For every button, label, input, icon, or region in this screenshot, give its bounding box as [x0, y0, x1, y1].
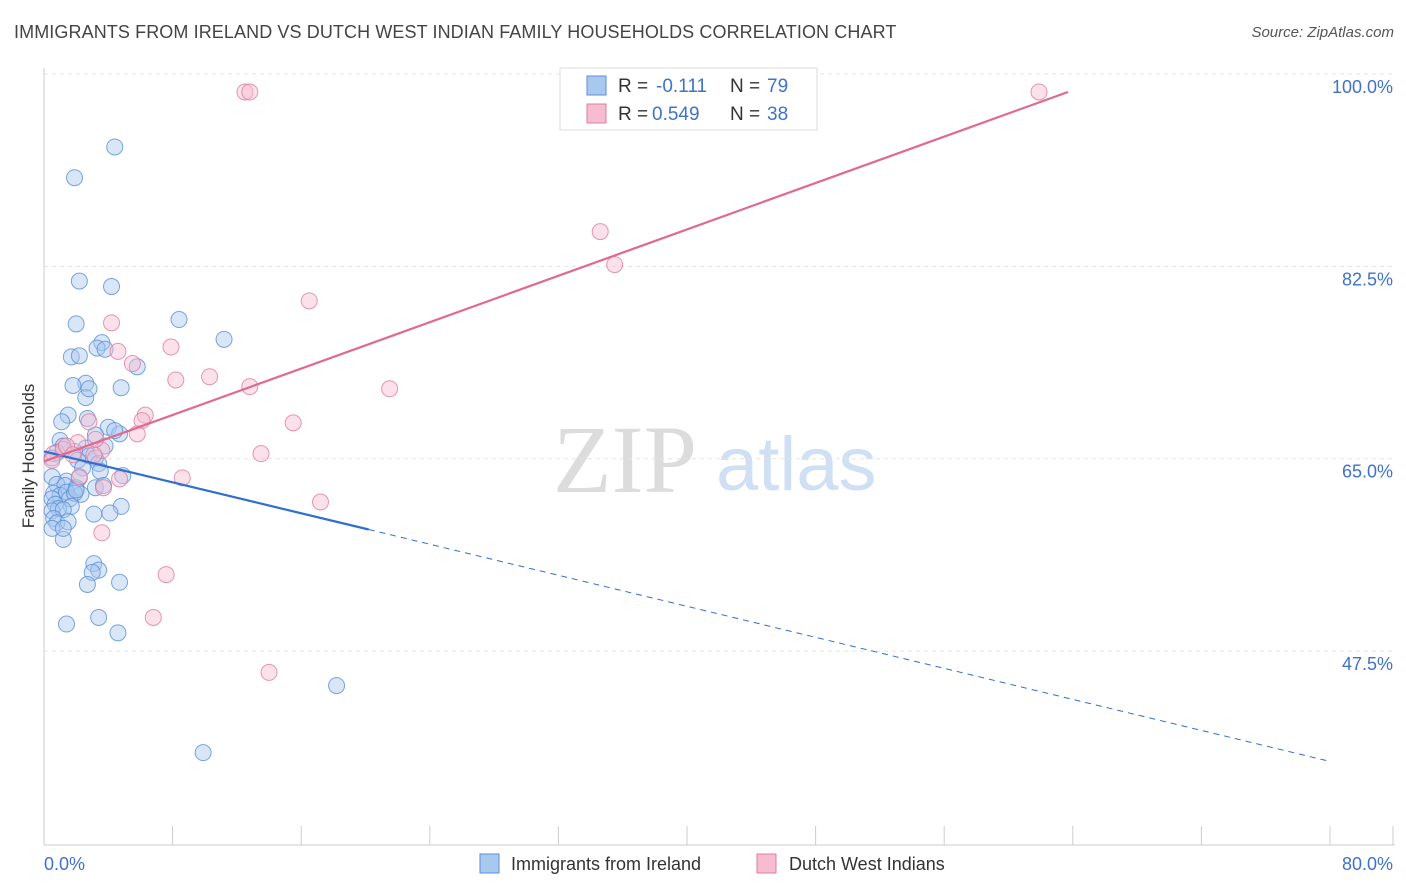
top-legend: R = -0.111 N = 79 R = 0.549 N = 38	[559, 67, 818, 131]
legend-swatch-dutch	[586, 103, 607, 124]
point-dutch	[284, 414, 302, 432]
x-tick-label: 80.0%	[1342, 854, 1393, 874]
legend-r-label: R =	[618, 76, 648, 97]
point-ireland	[96, 340, 114, 358]
x-tick-label: 0.0%	[44, 854, 85, 874]
trend-line-ireland-extension	[368, 529, 1331, 762]
point-ireland	[112, 379, 130, 397]
point-dutch	[241, 83, 259, 101]
point-dutch	[173, 469, 191, 487]
point-dutch	[93, 524, 111, 542]
point-ireland	[111, 573, 129, 591]
point-ireland	[64, 376, 82, 394]
legend-n-label: N =	[730, 104, 760, 125]
point-dutch	[109, 342, 127, 360]
point-dutch	[300, 292, 318, 310]
point-ireland	[70, 272, 88, 290]
point-dutch	[606, 256, 624, 274]
point-dutch	[311, 493, 329, 511]
point-ireland	[103, 278, 121, 296]
y-tick-label: 47.5%	[1342, 654, 1393, 674]
point-dutch	[162, 338, 180, 356]
source-label: Source: ZipAtlas.com	[1251, 24, 1394, 41]
y-axis-label: Family Households	[19, 384, 38, 529]
watermark-zip: ZIP	[553, 406, 697, 513]
point-ireland	[215, 330, 233, 348]
point-ireland	[194, 744, 212, 762]
point-ireland	[90, 608, 108, 626]
point-ireland	[53, 413, 71, 431]
point-dutch	[236, 83, 254, 101]
bottom-legend-label-dutch: Dutch West Indians	[789, 854, 945, 874]
point-ireland	[106, 138, 124, 156]
point-ireland	[70, 347, 88, 365]
point-ireland	[58, 615, 76, 633]
bottom-legend-label-ireland: Immigrants from Ireland	[511, 854, 701, 874]
point-dutch	[80, 413, 98, 431]
y-tick-label: 82.5%	[1342, 269, 1393, 289]
grid	[44, 73, 1395, 652]
point-ireland	[101, 504, 119, 522]
legend-n-value: 79	[767, 76, 788, 97]
chart-title: IMMIGRANTS FROM IRELAND VS DUTCH WEST IN…	[14, 22, 897, 42]
y-tick-label: 65.0%	[1342, 462, 1393, 482]
tick-labels: 47.5% 65.0% 82.5% 100.0% 0.0% 80.0%	[44, 77, 1393, 874]
point-dutch	[144, 608, 162, 626]
legend-n-label: N =	[730, 76, 760, 97]
point-ireland	[109, 624, 127, 642]
bottom-legend-swatch-ireland	[479, 853, 500, 874]
point-dutch	[93, 441, 111, 459]
point-ireland	[67, 315, 85, 333]
point-ireland	[67, 481, 85, 499]
point-dutch	[103, 314, 121, 332]
legend-n-value: 38	[767, 104, 788, 125]
legend-r-label: R =	[618, 104, 648, 125]
point-dutch	[94, 479, 112, 497]
point-ireland	[91, 462, 109, 480]
watermark-atlas: atlas	[716, 422, 877, 507]
point-dutch	[70, 468, 88, 486]
point-dutch	[136, 406, 154, 424]
point-ireland	[80, 380, 98, 398]
point-dutch	[167, 371, 185, 389]
point-ireland	[59, 406, 77, 424]
point-dutch	[201, 368, 219, 386]
legend-r-value: -0.111	[656, 76, 707, 97]
bottom-legend: Immigrants from Ireland Dutch West India…	[479, 853, 945, 874]
trend-line-ireland	[43, 450, 369, 531]
point-ireland	[170, 311, 188, 329]
trend-line-dutch	[43, 90, 1069, 463]
y-tick-label: 100.0%	[1332, 77, 1393, 97]
legend-r-value: 0.549	[652, 104, 700, 125]
point-ireland	[54, 519, 72, 537]
point-ireland	[77, 389, 95, 407]
point-dutch	[591, 223, 609, 241]
point-dutch	[123, 355, 141, 373]
point-dutch	[1030, 83, 1048, 101]
point-ireland	[85, 505, 103, 523]
point-dutch	[381, 380, 399, 398]
bottom-legend-swatch-dutch	[756, 853, 777, 874]
trend-lines	[43, 90, 1331, 762]
point-dutch	[111, 470, 129, 488]
point-dutch	[157, 566, 175, 584]
point-dutch	[85, 446, 103, 464]
legend-swatch-ireland	[586, 75, 607, 96]
point-dutch	[260, 663, 278, 681]
point-ireland	[128, 358, 146, 376]
data-points	[43, 83, 1048, 762]
point-ireland	[43, 490, 61, 508]
point-ireland	[328, 677, 346, 695]
point-ireland	[77, 374, 95, 392]
point-ireland	[78, 575, 96, 593]
point-dutch	[252, 445, 270, 463]
point-ireland	[90, 561, 108, 579]
point-ireland	[66, 169, 84, 187]
